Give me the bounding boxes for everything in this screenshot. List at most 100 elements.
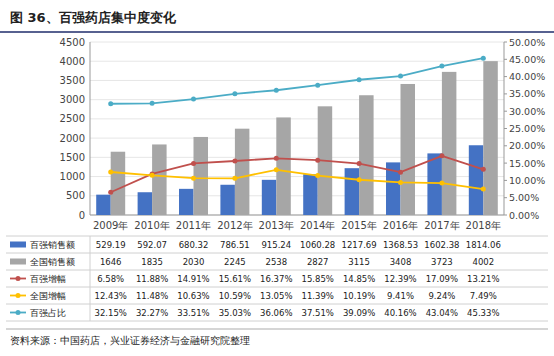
x-tick-label: 2016年 [383, 220, 418, 231]
legend-label: 百强占比 [30, 308, 66, 318]
bar [235, 129, 249, 215]
source-rule [6, 329, 548, 330]
bar [303, 174, 317, 215]
line-marker [481, 56, 486, 61]
y2-tick-label: 35.00% [509, 88, 545, 99]
table-rule [6, 287, 548, 288]
table-value: 16.37% [260, 274, 292, 284]
table-rule [6, 304, 548, 305]
legend-swatch [16, 310, 21, 315]
line-marker [357, 177, 362, 182]
table-value: 11.48% [136, 291, 168, 301]
table-value: 9.24% [428, 291, 455, 301]
line-marker [481, 167, 486, 172]
line-marker [398, 180, 403, 185]
y2-tick-label: 45.00% [509, 54, 545, 65]
line-marker [191, 97, 196, 102]
table-value: 2827 [307, 257, 329, 267]
bar [469, 145, 483, 215]
line-marker [108, 169, 113, 174]
title: 图 36、百强药店集中度变化 [10, 10, 177, 25]
y-tick-label: 3000 [60, 94, 85, 105]
table-value: 3723 [431, 257, 453, 267]
table-value: 4002 [472, 257, 494, 267]
table-value: 40.16% [384, 308, 416, 318]
line-marker [191, 161, 196, 166]
legend-label: 全国增幅 [30, 291, 66, 301]
table-rule [6, 253, 548, 254]
x-tick-label: 2014年 [300, 220, 335, 231]
bar [138, 192, 152, 215]
plot-area [96, 56, 498, 215]
y2-tick-label: 5.00% [509, 192, 539, 203]
table-value: 14.85% [343, 274, 375, 284]
legend-label: 百强增幅 [30, 274, 66, 284]
bar [262, 180, 276, 215]
line-marker [274, 167, 279, 172]
table-value: 7.49% [470, 291, 497, 301]
table-value: 1217.69 [342, 240, 377, 250]
table-value: 11.88% [136, 274, 168, 284]
y-axis-line [90, 42, 91, 215]
bar [345, 168, 359, 215]
table-value: 10.63% [177, 291, 209, 301]
table-value: 11.39% [301, 291, 333, 301]
table-value: 1646 [100, 257, 122, 267]
y-tick-label: 4000 [60, 56, 85, 67]
table-value: 1060.28 [300, 240, 335, 250]
table-value: 680.32 [179, 240, 209, 250]
y-tick-label: 4500 [60, 37, 85, 48]
table-rule [6, 270, 548, 271]
grid-line [90, 42, 504, 43]
y2-tick-label: 10.00% [509, 175, 545, 186]
chart: 图 36、百强药店集中度变化05001000150020002500300035… [0, 0, 554, 356]
bar [220, 185, 234, 215]
table-value: 13.05% [260, 291, 292, 301]
line-marker [439, 64, 444, 69]
line [111, 156, 484, 192]
line-marker [232, 91, 237, 96]
line-marker [232, 176, 237, 181]
y2-tick-label: 50.00% [509, 37, 545, 48]
table-value: 35.03% [219, 308, 251, 318]
y-tick-label: 2000 [60, 133, 85, 144]
table-value: 13.21% [467, 274, 499, 284]
x-tick-label: 2010年 [134, 220, 169, 231]
table-value: 915.24 [261, 240, 291, 250]
table-value: 43.04% [426, 308, 458, 318]
line-marker [315, 173, 320, 178]
x-tick-label: 2009年 [93, 220, 128, 231]
legend-swatch [10, 259, 26, 265]
line-marker [439, 181, 444, 186]
line-marker [108, 190, 113, 195]
line-marker [357, 77, 362, 82]
legend-table: 百强销售额529.19592.07680.32786.51915.241060.… [6, 236, 548, 321]
legend-swatch [16, 293, 21, 298]
y2-tick-label: 40.00% [509, 71, 545, 82]
table-value: 3115 [348, 257, 370, 267]
table-value: 529.19 [96, 240, 126, 250]
y-tick-label: 1000 [60, 171, 85, 182]
y2-tick-label: 25.00% [509, 123, 545, 134]
table-value: 3408 [390, 257, 412, 267]
x-tick-label: 2018年 [466, 220, 501, 231]
bar [276, 117, 290, 215]
table-value: 2030 [183, 257, 205, 267]
bar [401, 84, 415, 215]
table-value: 2245 [224, 257, 246, 267]
bar [111, 152, 125, 215]
table-value: 10.59% [219, 291, 251, 301]
y2-tick-label: 15.00% [509, 158, 545, 169]
table-value: 1814.06 [466, 240, 501, 250]
grid-line [90, 61, 504, 62]
line-marker [232, 158, 237, 163]
table-value: 12.39% [384, 274, 416, 284]
table-rule [90, 236, 91, 321]
line-marker [398, 74, 403, 79]
line-marker [150, 101, 155, 106]
bar [179, 189, 193, 215]
legend-swatch [10, 242, 26, 248]
line-marker [274, 156, 279, 161]
table-value: 1835 [141, 257, 163, 267]
y-tick-label: 0 [79, 210, 85, 221]
